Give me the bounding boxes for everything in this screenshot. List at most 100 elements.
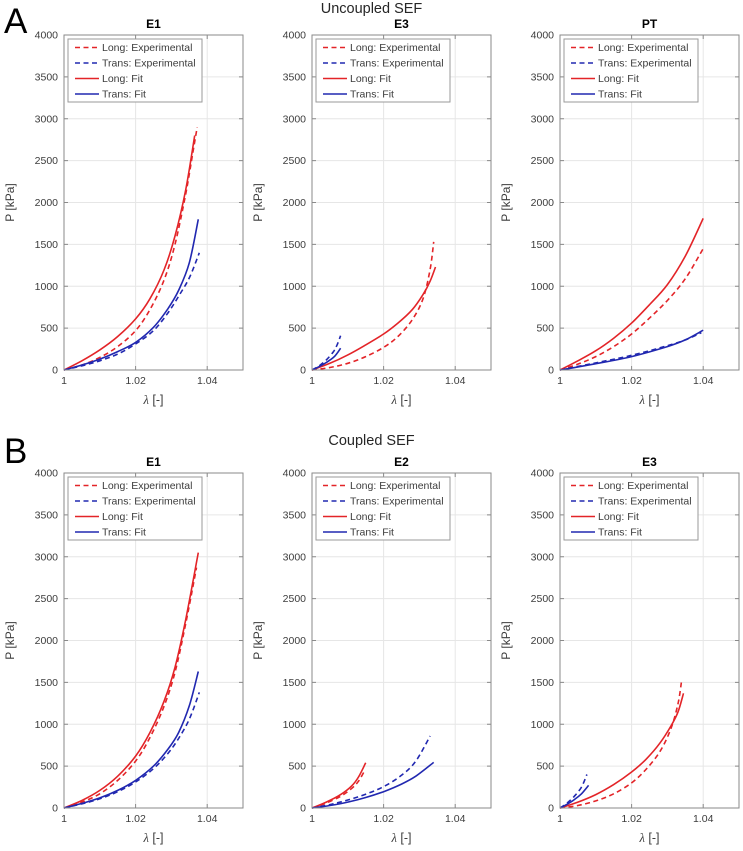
- y-tick-label: 3500: [35, 71, 59, 83]
- legend: Long: Experimental Trans: Experimental Lon…: [315, 38, 451, 103]
- legend-entry-label: Long: Experimental: [102, 42, 192, 54]
- y-axis-label: P [kPa]: [251, 183, 265, 221]
- legend-entry-label: Trans: Experimental: [102, 496, 196, 508]
- y-tick-label: 1500: [283, 677, 307, 689]
- curve-trans-fit: [63, 671, 200, 809]
- curve-trans-experimental: [63, 692, 201, 809]
- y-tick-label: 3500: [35, 509, 59, 521]
- curve-trans-experimental: [311, 735, 431, 809]
- y-tick-label: 0: [548, 365, 554, 377]
- curve-trans-fit: [559, 329, 704, 371]
- subplot-title: E3: [394, 17, 409, 31]
- y-tick-label: 1500: [35, 677, 59, 689]
- legend-box: [315, 38, 451, 103]
- axes-box: [63, 34, 244, 371]
- curve-trans-fit: [559, 784, 590, 809]
- legend-box: [67, 476, 203, 541]
- panel-label-b: B: [4, 432, 28, 471]
- legend-entry-label: Long: Fit: [102, 511, 143, 523]
- y-tick-label: 1500: [283, 239, 307, 251]
- series-curves: [559, 218, 704, 371]
- legend-entry-label: Trans: Fit: [102, 527, 146, 539]
- axes-box: [63, 472, 244, 809]
- y-tick-label: 500: [536, 761, 554, 773]
- panel-label-a: A: [4, 2, 28, 41]
- y-tick-label: 1000: [35, 281, 59, 293]
- y-tick-label: 1000: [531, 719, 555, 731]
- curve-long-fit: [559, 218, 704, 371]
- curve-long-experimental: [559, 679, 683, 809]
- subplot-coupled-e3: 0 500 1000 1500 2000 2500 3000 3500 4000 1 1.02 1.0…: [499, 455, 740, 845]
- subplot-title: E1: [146, 17, 161, 31]
- x-tick-label: 1.02: [373, 813, 394, 825]
- tick-labels: 0 500 1000 1500 2000 2500 3000 3500 4000 1 1.02 1.0…: [35, 468, 218, 826]
- y-tick-label: 2500: [531, 593, 555, 605]
- legend: Long: Experimental Trans: Experimental Lon…: [67, 476, 203, 541]
- y-tick-label: 4000: [283, 30, 307, 42]
- y-tick-label: 1000: [283, 719, 307, 731]
- y-tick-label: 500: [288, 323, 306, 335]
- legend-entry-label: Trans: Experimental: [350, 58, 444, 70]
- subplot-title: E1: [146, 455, 161, 469]
- legend-entry-label: Long: Fit: [598, 511, 639, 523]
- y-tick-label: 3000: [283, 551, 307, 563]
- axes-box: [311, 472, 492, 809]
- curve-long-fit: [311, 266, 437, 371]
- y-tick-label: 2000: [35, 197, 59, 209]
- curve-long-fit: [559, 693, 685, 809]
- x-tick-label: 1.04: [693, 375, 714, 387]
- subplot-coupled-e2: 0 500 1000 1500 2000 2500 3000 3500 4000 1 1.02 1.0…: [251, 455, 492, 845]
- tick-labels: 0 500 1000 1500 2000 2500 3000 3500 4000 1 1.02 1.0…: [35, 30, 218, 388]
- y-tick-label: 0: [548, 803, 554, 815]
- tick-labels: 0 500 1000 1500 2000 2500 3000 3500 4000 1 1.02 1.0…: [531, 468, 714, 826]
- curve-trans-experimental: [559, 774, 588, 809]
- legend: Long: Experimental Trans: Experimental Lon…: [563, 476, 699, 541]
- x-axis-label: λ [-]: [390, 831, 411, 845]
- y-tick-label: 2500: [35, 593, 59, 605]
- legend-entry-label: Trans: Experimental: [598, 496, 692, 508]
- x-tick-label: 1: [61, 813, 67, 825]
- y-tick-label: 2000: [283, 197, 307, 209]
- curve-long-experimental: [311, 241, 435, 371]
- axes-box: [559, 34, 740, 371]
- x-tick-label: 1.04: [693, 813, 714, 825]
- y-tick-label: 2000: [531, 635, 555, 647]
- y-tick-label: 3500: [531, 509, 555, 521]
- curve-trans-experimental: [559, 331, 702, 371]
- x-tick-label: 1: [309, 813, 315, 825]
- y-tick-label: 500: [288, 761, 306, 773]
- y-tick-label: 4000: [531, 468, 555, 480]
- x-tick-label: 1.02: [621, 813, 642, 825]
- suptitle-uncoupled-sef: Uncoupled SEF: [320, 1, 423, 17]
- x-axis-label: λ [-]: [142, 393, 163, 407]
- plots-row-a: 0 500 1000 1500 2000 2500 3000 3500 4000 1 1.02 1.0…: [0, 8, 743, 420]
- plots-row-b: 0 500 1000 1500 2000 2500 3000 3500 4000 1 1.02 1.0…: [0, 446, 743, 851]
- y-tick-label: 3500: [283, 71, 307, 83]
- curve-long-experimental: [63, 126, 198, 371]
- legend-entry-label: Long: Fit: [598, 73, 639, 85]
- y-tick-label: 3000: [531, 551, 555, 563]
- legend-entry-label: Long: Fit: [350, 73, 391, 85]
- y-tick-label: 4000: [35, 468, 59, 480]
- legend-entry-label: Trans: Fit: [102, 89, 146, 101]
- legend: Long: Experimental Trans: Experimental Lon…: [563, 38, 699, 103]
- curve-long-fit: [63, 135, 196, 371]
- y-tick-label: 1500: [531, 677, 555, 689]
- legend-entry-label: Trans: Fit: [598, 527, 642, 539]
- subplot-title: E3: [642, 455, 657, 469]
- y-tick-label: 500: [40, 761, 58, 773]
- tick-labels: 0 500 1000 1500 2000 2500 3000 3500 4000 1 1.02 1.0…: [531, 30, 714, 388]
- y-tick-label: 3500: [283, 509, 307, 521]
- subplot-title: E2: [394, 455, 409, 469]
- tick-labels: 0 500 1000 1500 2000 2500 3000 3500 4000 1 1.02 1.0…: [283, 30, 466, 388]
- legend-box: [315, 476, 451, 541]
- legend-entry-label: Long: Experimental: [350, 480, 440, 492]
- x-axis-label: λ [-]: [142, 831, 163, 845]
- y-tick-label: 3000: [35, 113, 59, 125]
- curve-long-fit: [63, 552, 200, 809]
- gridlines: [64, 35, 243, 370]
- y-tick-label: 2500: [283, 593, 307, 605]
- legend: Long: Experimental Trans: Experimental Lon…: [315, 476, 451, 541]
- legend-entry-label: Trans: Experimental: [598, 58, 692, 70]
